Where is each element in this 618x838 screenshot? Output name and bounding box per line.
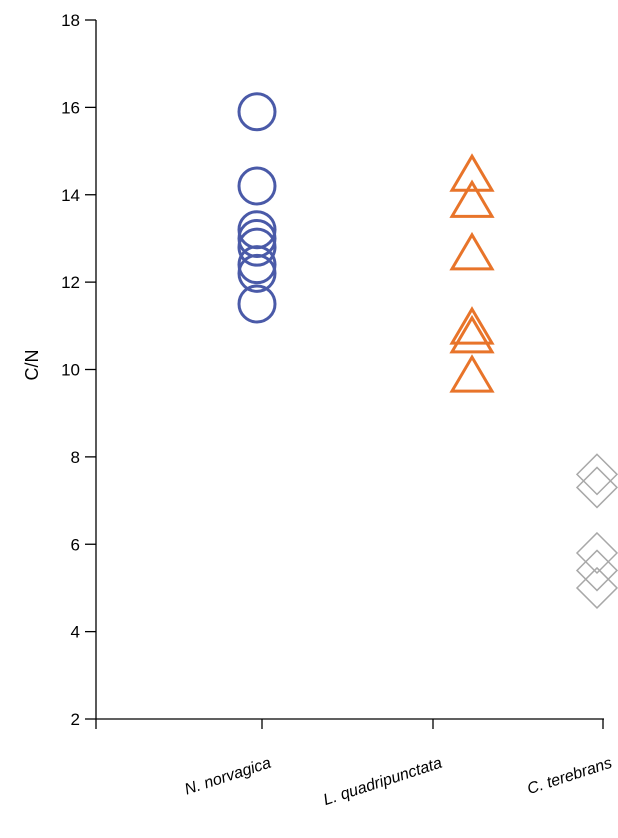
data-point-circle: [237, 92, 277, 132]
data-points: [237, 92, 618, 609]
data-point-circle: [237, 166, 277, 206]
data-point-diamond: [575, 453, 618, 496]
data-point-triangle: [449, 179, 495, 218]
data-point-circle: [237, 245, 277, 285]
data-point-triangle: [449, 231, 495, 271]
data-point-triangle: [449, 153, 495, 192]
data-point-triangle: [449, 306, 495, 345]
x-category-label: L. quadripunctata: [321, 755, 444, 809]
y-tick-label: 14: [61, 186, 80, 205]
y-tick-label: 4: [71, 623, 80, 642]
x-category-label: N. norvagica: [183, 755, 274, 799]
data-point-circle: [237, 284, 277, 324]
axes: 2 4 6 8 10 12 14 16 18 N. norvagica L. quadripunct…: [61, 11, 614, 809]
y-tick-label: 6: [71, 535, 80, 554]
y-tick-label: 12: [61, 273, 80, 292]
data-point-triangle: [449, 314, 495, 354]
data-point-circle: [237, 227, 277, 267]
x-category-label: C. terebrans: [525, 755, 614, 798]
data-point-diamond: [575, 549, 618, 592]
y-tick-label: 2: [71, 710, 80, 729]
data-point-diamond: [575, 531, 618, 575]
data-point-triangle: [449, 354, 495, 393]
data-point-diamond: [575, 466, 618, 509]
y-tick-label: 16: [61, 98, 80, 117]
data-point-circle: [237, 253, 277, 293]
y-tick-label: 8: [71, 448, 80, 467]
y-tick-label: 10: [61, 361, 80, 380]
y-tick-label: 18: [61, 11, 80, 30]
data-point-diamond: [575, 566, 618, 609]
y-axis-title: C/N: [22, 350, 42, 381]
